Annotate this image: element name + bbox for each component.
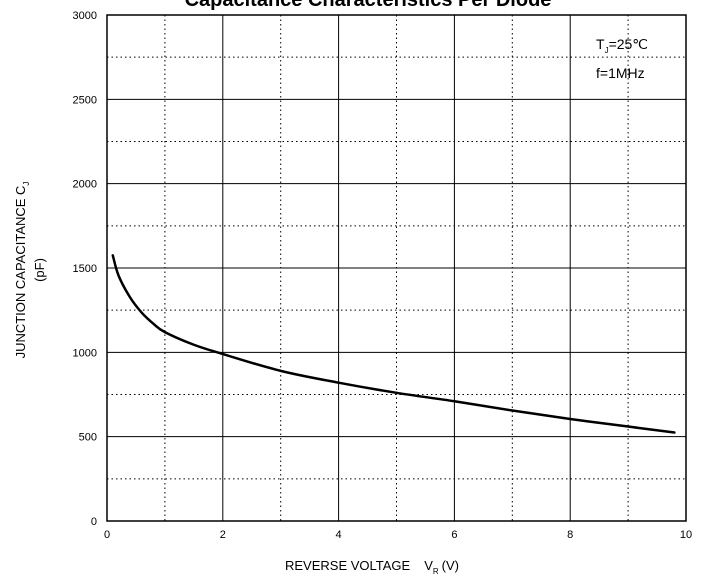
y-tick-label: 0 (91, 516, 97, 528)
plot-area: 0 2 4 6 8 10 0 500 1000 1500 2000 2500 3000 (73, 10, 693, 541)
y-tick-label: 2000 (73, 179, 97, 191)
y-tick-label: 1500 (73, 263, 97, 275)
plot-frame (106, 14, 687, 522)
x-tick-label: 4 (336, 529, 342, 541)
x-tick-label: 2 (220, 529, 226, 541)
frequency-annotation: f=1MHz (596, 65, 645, 81)
y-tick-label: 1000 (73, 347, 97, 359)
y-tick-label: 3000 (73, 10, 97, 22)
y-axis-label: JUNCTION CAPACITANCE CJ (pF) (13, 182, 47, 359)
svg-text:(pF): (pF) (32, 258, 47, 282)
x-tick-label: 8 (567, 529, 573, 541)
temperature-annotation: TJ=25℃ (596, 36, 648, 55)
x-tick-label: 10 (680, 529, 692, 541)
x-tick-label: 0 (104, 529, 110, 541)
y-tick-label: 2500 (73, 94, 97, 106)
capacitance-curve (111, 254, 676, 434)
chart-title: Capacitance Characteristics Per Diode (185, 0, 552, 11)
svg-text:JUNCTION CAPACITANCE CJ: JUNCTION CAPACITANCE CJ (13, 182, 31, 359)
x-tick-label: 6 (451, 529, 457, 541)
y-tick-label: 500 (79, 432, 97, 444)
conditions-annotation: TJ=25℃ f=1MHz (596, 36, 648, 81)
x-axis-label: REVERSE VOLTAGE VR (V) (285, 558, 459, 576)
